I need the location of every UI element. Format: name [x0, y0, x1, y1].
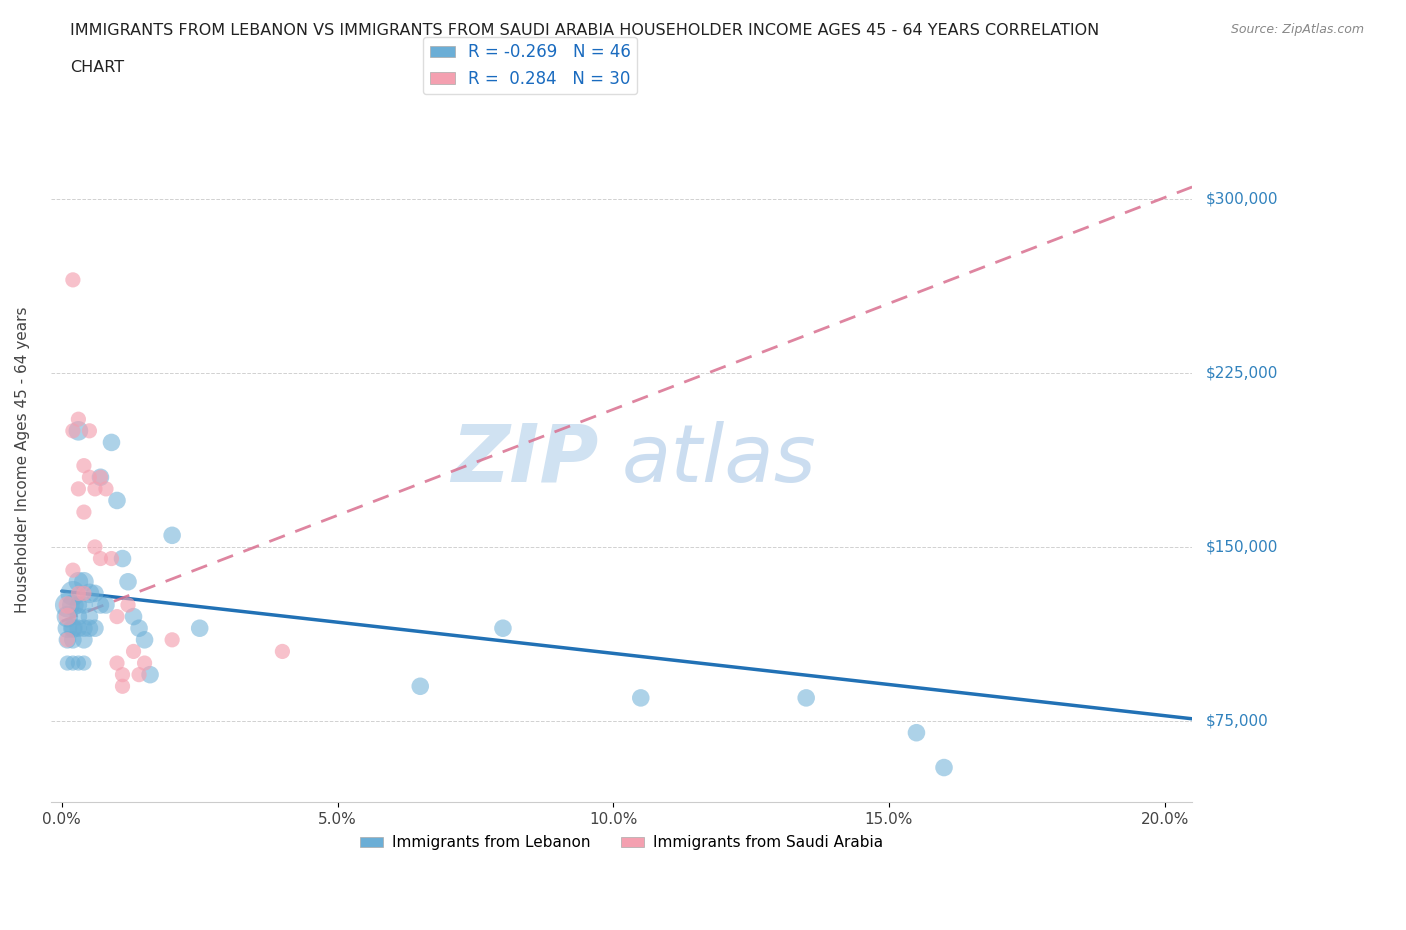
Point	[79, 470, 101, 485]
Point	[188, 620, 211, 635]
Point	[62, 656, 84, 671]
Point	[89, 598, 111, 613]
Point	[73, 505, 96, 520]
Point	[160, 528, 183, 543]
Point	[62, 620, 84, 635]
Point	[84, 586, 107, 601]
Point	[62, 598, 84, 613]
Point	[62, 423, 84, 438]
Point	[794, 690, 817, 705]
Point	[73, 632, 96, 647]
Point	[67, 482, 90, 497]
Point	[79, 620, 101, 635]
Point	[67, 656, 90, 671]
Point	[62, 620, 84, 635]
Point	[79, 586, 101, 601]
Point	[409, 679, 432, 694]
Point	[84, 620, 107, 635]
Point	[117, 598, 139, 613]
Point	[62, 563, 84, 578]
Text: $300,000: $300,000	[1206, 191, 1278, 206]
Point	[100, 435, 122, 450]
Text: ZIP: ZIP	[451, 421, 599, 498]
Point	[134, 656, 156, 671]
Point	[122, 644, 145, 658]
Text: Source: ZipAtlas.com: Source: ZipAtlas.com	[1230, 23, 1364, 36]
Text: CHART: CHART	[70, 60, 124, 75]
Point	[56, 632, 79, 647]
Point	[128, 667, 150, 682]
Text: $150,000: $150,000	[1206, 539, 1278, 554]
Point	[271, 644, 294, 658]
Point	[905, 725, 928, 740]
Point	[67, 412, 90, 427]
Point	[89, 551, 111, 566]
Point	[128, 620, 150, 635]
Point	[94, 598, 117, 613]
Point	[73, 620, 96, 635]
Point	[73, 598, 96, 613]
Point	[56, 656, 79, 671]
Point	[105, 656, 128, 671]
Point	[79, 609, 101, 624]
Point	[630, 690, 652, 705]
Point	[122, 609, 145, 624]
Point	[111, 551, 134, 566]
Point	[117, 575, 139, 590]
Point	[67, 586, 90, 601]
Point	[84, 539, 107, 554]
Point	[79, 423, 101, 438]
Point	[56, 620, 79, 635]
Point	[67, 423, 90, 438]
Point	[111, 667, 134, 682]
Point	[56, 609, 79, 624]
Point	[56, 609, 79, 624]
Point	[56, 632, 79, 647]
Text: atlas: atlas	[621, 421, 817, 498]
Point	[73, 656, 96, 671]
Point	[89, 470, 111, 485]
Point	[62, 272, 84, 287]
Point	[89, 470, 111, 485]
Text: $75,000: $75,000	[1206, 713, 1268, 728]
Point	[67, 620, 90, 635]
Legend: Immigrants from Lebanon, Immigrants from Saudi Arabia: Immigrants from Lebanon, Immigrants from…	[354, 830, 889, 857]
Point	[94, 482, 117, 497]
Point	[67, 598, 90, 613]
Point	[492, 620, 515, 635]
Point	[62, 586, 84, 601]
Text: $225,000: $225,000	[1206, 365, 1278, 380]
Point	[73, 586, 96, 601]
Point	[160, 632, 183, 647]
Point	[932, 760, 955, 775]
Point	[73, 458, 96, 473]
Point	[105, 609, 128, 624]
Point	[139, 667, 162, 682]
Point	[73, 575, 96, 590]
Point	[100, 551, 122, 566]
Point	[84, 482, 107, 497]
Text: IMMIGRANTS FROM LEBANON VS IMMIGRANTS FROM SAUDI ARABIA HOUSEHOLDER INCOME AGES : IMMIGRANTS FROM LEBANON VS IMMIGRANTS FR…	[70, 23, 1099, 38]
Point	[105, 493, 128, 508]
Point	[62, 632, 84, 647]
Point	[67, 609, 90, 624]
Point	[56, 598, 79, 613]
Point	[56, 598, 79, 613]
Point	[134, 632, 156, 647]
Point	[111, 679, 134, 694]
Point	[67, 575, 90, 590]
Y-axis label: Householder Income Ages 45 - 64 years: Householder Income Ages 45 - 64 years	[15, 307, 30, 613]
